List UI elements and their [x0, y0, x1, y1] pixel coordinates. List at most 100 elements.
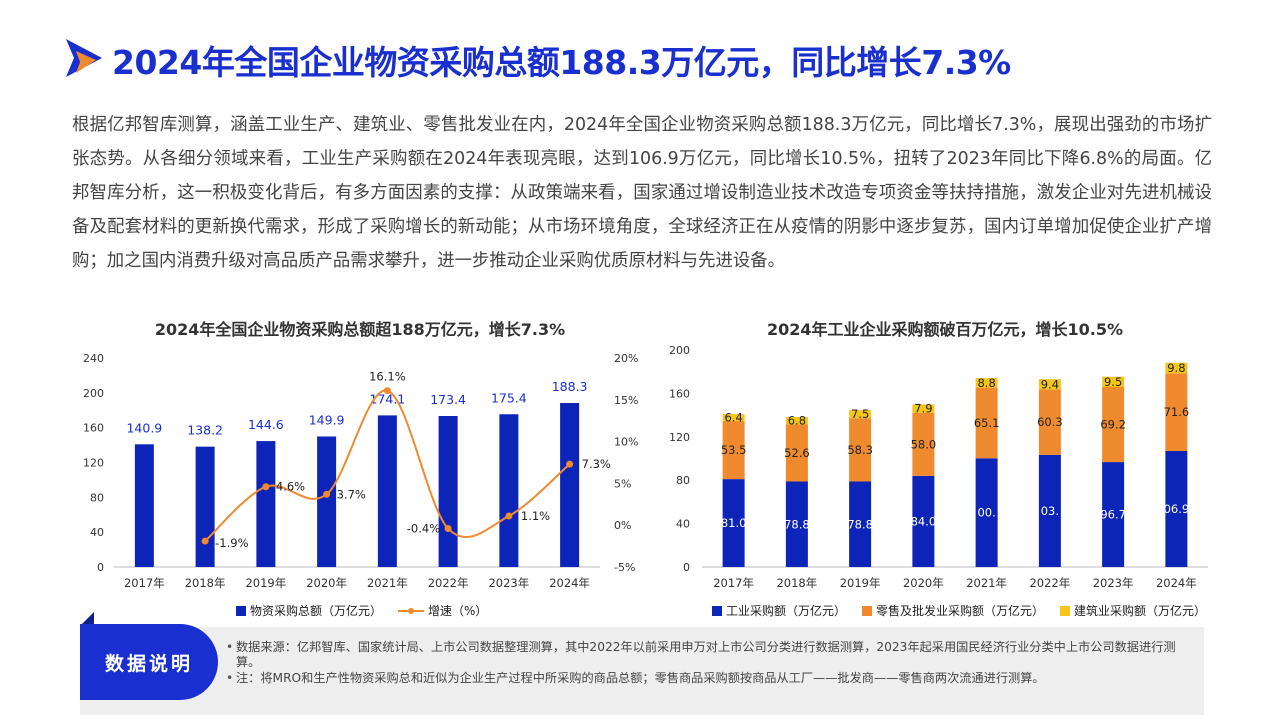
y-tick-label: 0	[683, 561, 690, 574]
bar-segment-retail	[1102, 386, 1125, 463]
segment-value-label: 00.	[977, 506, 995, 520]
bar-segment-retail	[849, 418, 872, 482]
chart2-title: 2024年工业企业采购额破百万亿元，增长10.5%	[766, 320, 1124, 339]
legend-swatch-retail	[862, 605, 873, 616]
bar-total	[499, 414, 519, 567]
bar-segment-construction	[1102, 376, 1125, 387]
y2-tick-label: 10%	[614, 436, 638, 449]
legend-label-construction: 建筑业采购额（万亿元）	[1074, 604, 1207, 618]
segment-value-label: 52.6	[784, 446, 810, 460]
bar-segment-construction	[785, 417, 808, 425]
x-tick-label: 2022年	[1029, 576, 1070, 590]
x-tick-label: 2024年	[1156, 576, 1197, 590]
segment-value-label: 6.8	[788, 414, 806, 428]
page-title: 2024年全国企业物资采购总额188.3万亿元，同比增长7.3%	[112, 43, 1011, 82]
legend-item-growth: 增速（%）	[398, 602, 487, 619]
growth-point	[323, 490, 331, 498]
growth-value-label: 3.7%	[337, 487, 366, 501]
x-tick-label: 2020年	[903, 576, 944, 590]
growth-point	[262, 483, 270, 491]
x-tick-label: 2022年	[428, 576, 469, 590]
bar-segment-industrial	[975, 458, 998, 567]
x-tick-label: 2019年	[840, 576, 881, 590]
y-tick-label: 0	[97, 561, 104, 574]
legend-item-industrial: 工业采购额（万亿元）	[712, 602, 846, 619]
legend-label-retail: 零售及批发业采购额（万亿元）	[876, 604, 1045, 618]
bar-segment-industrial	[1102, 462, 1125, 567]
chart2-legend: 工业采购额（万亿元） 零售及批发业采购额（万亿元） 建筑业采购额（万亿元）	[712, 602, 1222, 619]
bar-total	[438, 415, 458, 567]
y-tick-label: 40	[676, 518, 690, 531]
segment-value-label: 7.5	[851, 407, 869, 421]
bar-value-label: 175.4	[491, 390, 527, 405]
segment-value-label: 8.8	[977, 376, 995, 390]
x-tick-label: 2023年	[488, 576, 529, 590]
segment-value-label: 03.	[1041, 504, 1059, 518]
growth-point	[566, 460, 574, 468]
legend-swatch-construction	[1060, 605, 1071, 616]
brand-logo-icon	[66, 39, 102, 77]
segment-value-label: 71.6	[1164, 405, 1190, 419]
note-line: 注：将MRO和生产性物资采购总和近似为企业生产过程中所采购的商品总额；零售商品采…	[226, 671, 1196, 686]
bar-segment-construction	[722, 414, 745, 422]
bar-segment-industrial	[1165, 451, 1188, 567]
y-tick-label: 80	[90, 491, 104, 504]
bar-value-label: 188.3	[552, 379, 588, 394]
bar-total	[377, 415, 397, 567]
x-tick-label: 2024年	[549, 576, 590, 590]
growth-value-label: 4.6%	[276, 480, 305, 494]
bar-segment-industrial	[912, 475, 935, 567]
bar-segment-retail	[722, 421, 745, 480]
bar-value-label: 144.6	[248, 417, 284, 432]
bar-segment-industrial	[785, 481, 808, 567]
x-tick-label: 2019年	[245, 576, 286, 590]
y2-tick-label: -5%	[614, 561, 635, 574]
legend-label-growth: 增速（%）	[428, 604, 488, 618]
x-tick-label: 2018年	[776, 576, 817, 590]
intro-paragraph: 根据亿邦智库测算，涵盖工业生产、建筑业、零售批发业在内，2024年全国企业物资采…	[72, 115, 1212, 271]
growth-point	[201, 537, 209, 545]
bar-segment-industrial	[722, 479, 745, 567]
bar-total	[560, 403, 580, 567]
segment-value-label: 06.9	[1164, 502, 1190, 516]
data-notes-tab: 数据说明	[80, 624, 218, 700]
x-tick-label: 2021年	[966, 576, 1007, 590]
segment-value-label: 96.7	[1100, 508, 1126, 522]
note-line: 数据来源：亿邦智库、国家统计局、上市公司数据整理测算，其中2022年以前采用申万…	[226, 640, 1196, 670]
legend-label-total: 物资采购总额（万亿元）	[250, 604, 383, 618]
y-tick-label: 160	[669, 387, 690, 400]
bar-total	[256, 441, 276, 567]
segment-value-label: 65.1	[974, 416, 1000, 430]
legend-item-retail: 零售及批发业采购额（万亿元）	[862, 602, 1044, 619]
growth-point	[505, 512, 513, 520]
segment-value-label: 78.8	[784, 517, 810, 531]
legend-label-industrial: 工业采购额（万亿元）	[726, 604, 847, 618]
segment-value-label: 58.0	[911, 437, 937, 451]
bar-total	[317, 436, 337, 567]
x-tick-label: 2020年	[306, 576, 347, 590]
segment-value-label: 6.4	[724, 411, 742, 425]
legend-line-marker-icon	[398, 607, 425, 614]
bar-value-label: 138.2	[187, 423, 223, 438]
bar-value-label: 149.9	[309, 412, 345, 427]
bar-segment-retail	[912, 412, 935, 476]
segment-value-label: 84.0	[911, 514, 937, 528]
segment-value-label: 7.9	[914, 402, 932, 416]
y-tick-label: 200	[83, 387, 104, 400]
bar-total	[195, 446, 215, 567]
y2-tick-label: 15%	[614, 394, 638, 407]
bar-total	[134, 444, 154, 567]
growth-point	[444, 525, 452, 533]
chart2-industrial-purchase: 0 40 80 120 160 200 81.0 53.5 6.4 2017年 78.8 52.6 6.…	[669, 344, 1208, 590]
y-tick-label: 240	[83, 352, 104, 365]
growth-value-label: 16.1%	[369, 370, 406, 384]
chart1-total-purchase: 0 40 80 120 160 200 240 -5% 0% 5% 10% 15% 20% 140.9 13…	[83, 352, 638, 590]
growth-value-label: -1.9%	[215, 536, 248, 550]
legend-item-construction: 建筑业采购额（万亿元）	[1060, 602, 1206, 619]
bar-segment-retail	[975, 387, 998, 459]
bar-segment-industrial	[849, 481, 872, 567]
x-tick-label: 2021年	[367, 576, 408, 590]
segment-value-label: 60.3	[1037, 415, 1063, 429]
growth-value-label: 7.3%	[582, 457, 611, 471]
bar-segment-retail	[785, 424, 808, 482]
